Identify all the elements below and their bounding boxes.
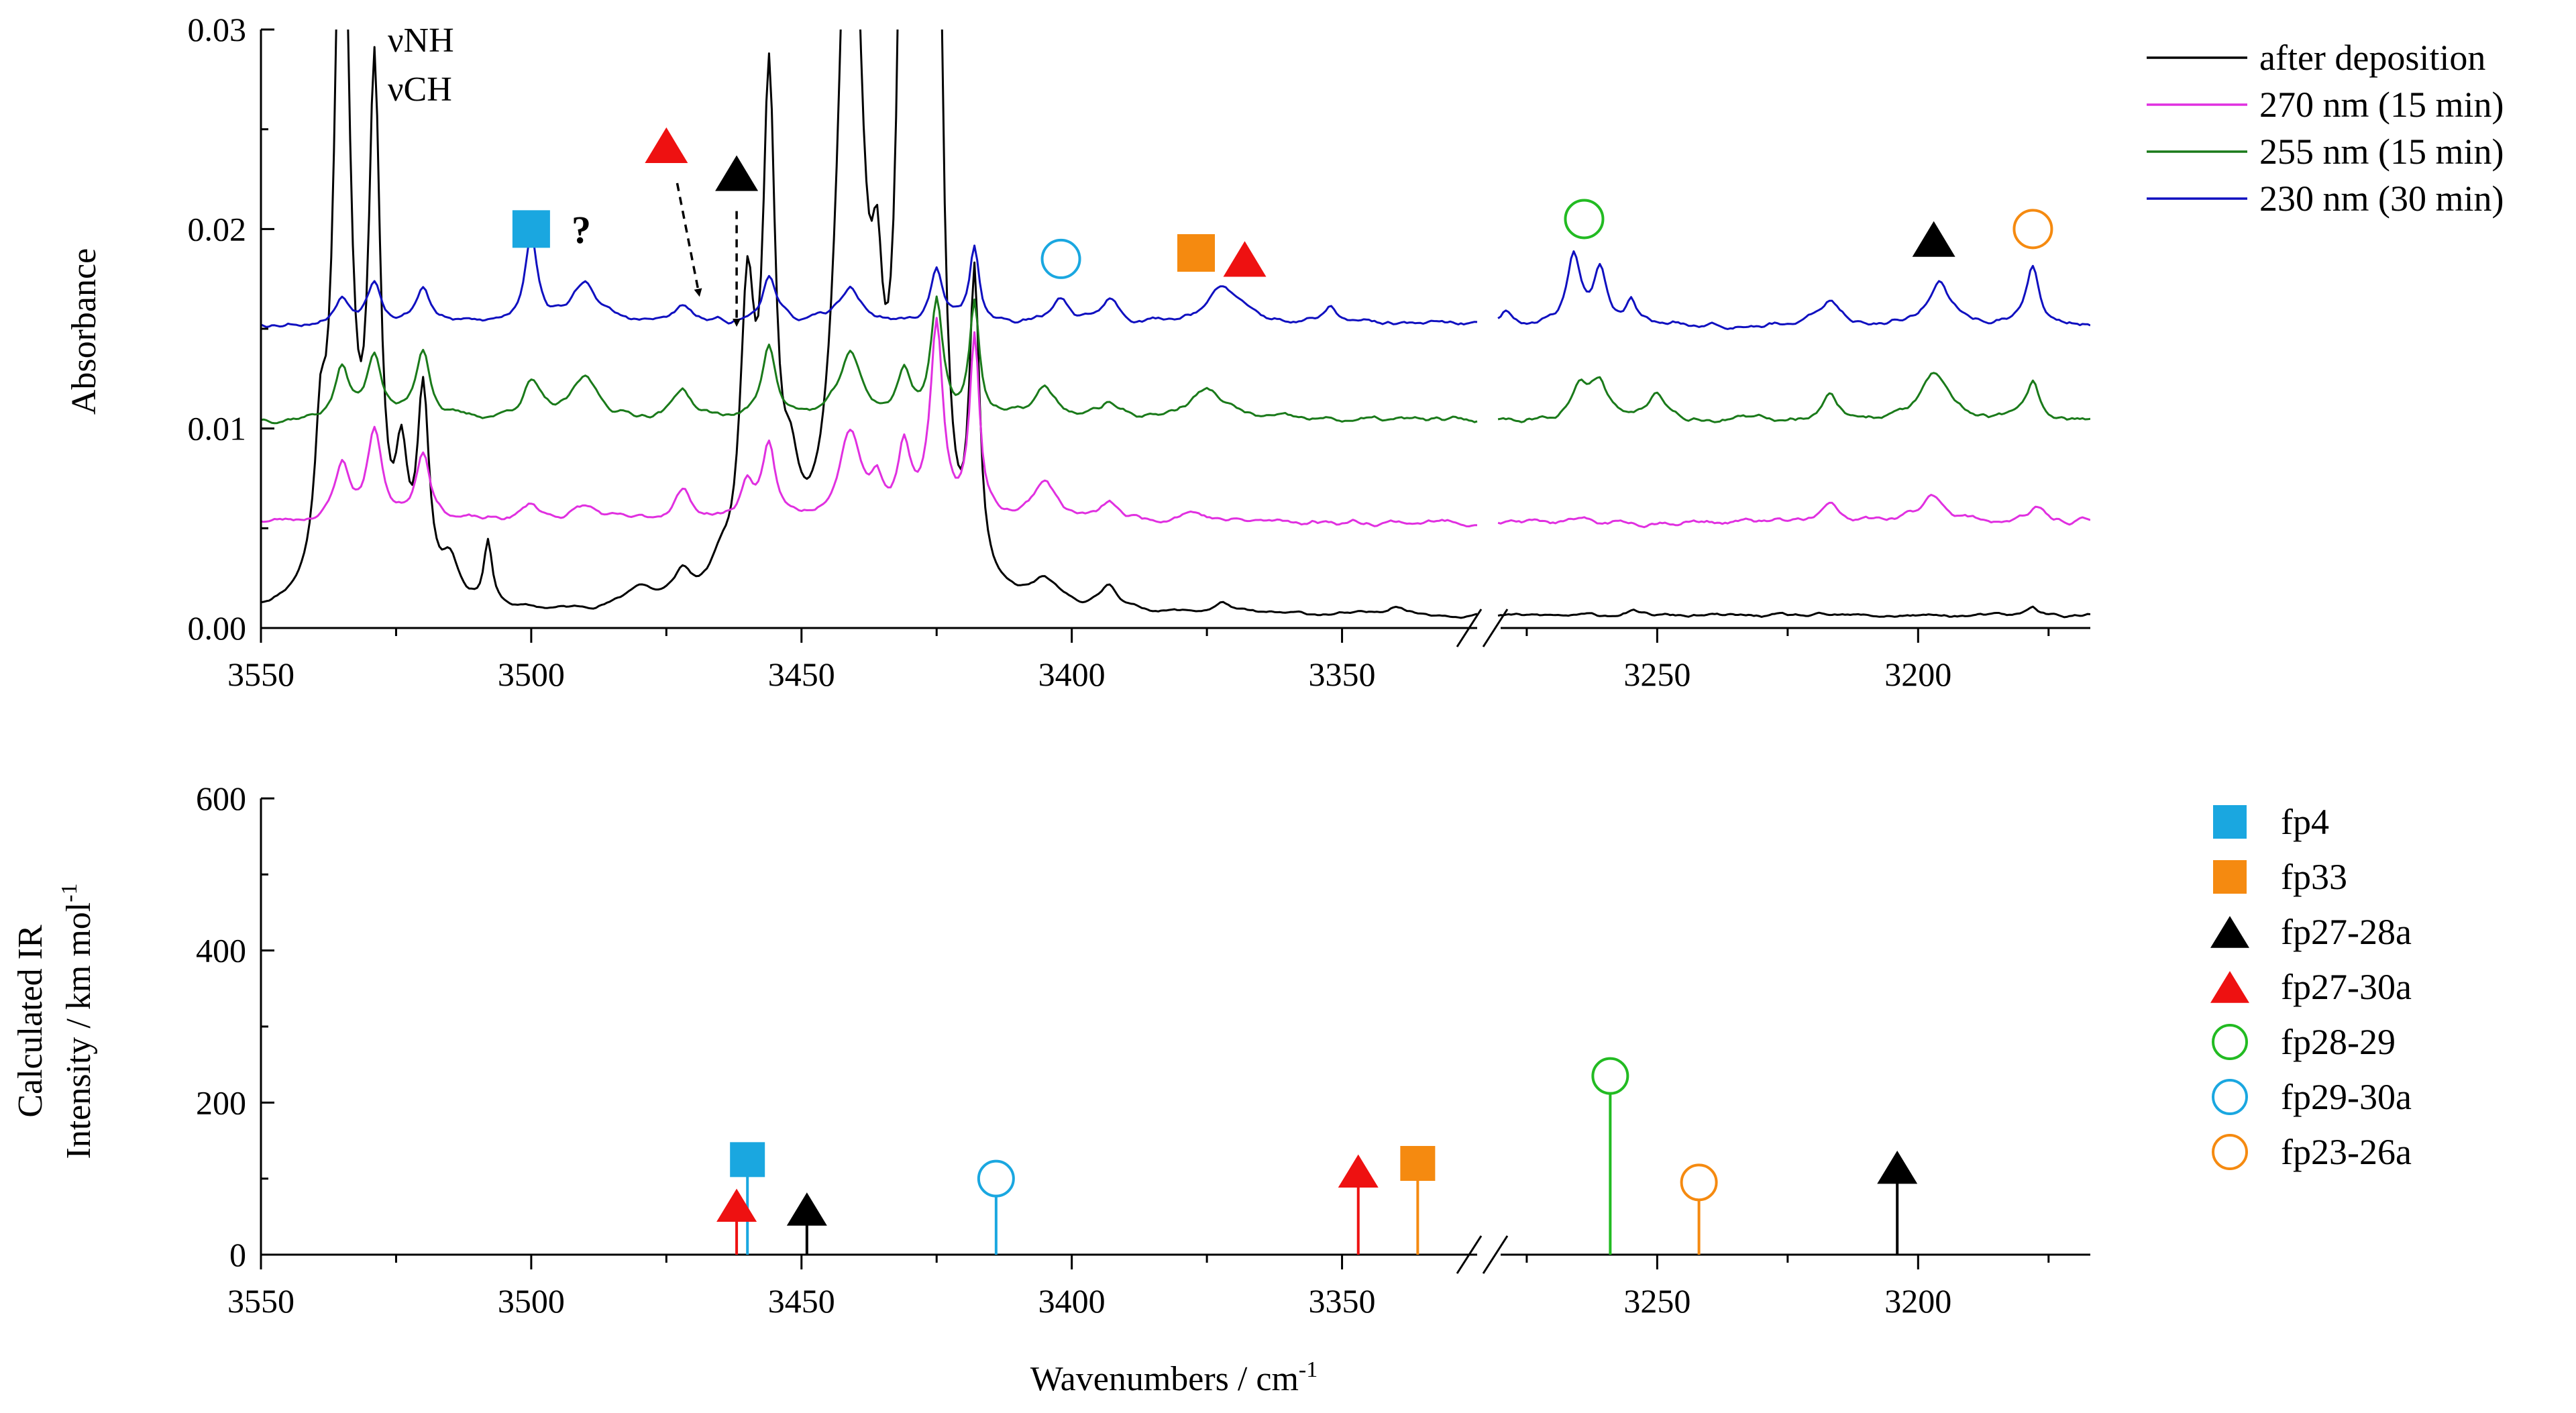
bottom-y-tick-label: 400 (196, 932, 246, 970)
top-panel: 0.00 0.01 0.02 0.03 3550 3500 3450 3400 3350 3250… (65, 11, 2504, 693)
bottom-stems (716, 1057, 1918, 1255)
legend-label-1: after deposition (2259, 38, 2485, 78)
bottom-y-axis-title-line1: Calculated IR (11, 925, 50, 1118)
top-axis-break-1 (1456, 609, 1483, 647)
stem-marker-triangle-2 (716, 1188, 757, 1222)
stem-marker-triangle-9 (1877, 1150, 1918, 1184)
bottom-axes: 0 200 400 600 3550 3500 3450 3400 3350 3250 3200 (196, 780, 2090, 1320)
legend-label-2: 270 nm (15 min) (2259, 85, 2504, 125)
legend-item-label-4: fp27-30a (2281, 967, 2412, 1007)
vnh-annotation: νNH (388, 21, 454, 60)
legend-marker-square-2 (2213, 860, 2247, 894)
bottom-x-tick-label: 3450 (768, 1282, 835, 1320)
top-markers (512, 127, 2053, 279)
x-axis-title: Wavenumbers / cm-1 (1030, 1357, 1318, 1398)
top-x-tick-label: 3250 (1623, 656, 1690, 693)
top-legend: after deposition 270 nm (15 min) 255 nm (1… (2147, 38, 2504, 219)
series-line-230-nm-30-min--seg2 (1497, 250, 2090, 330)
bottom-x-tick-label: 3350 (1309, 1282, 1376, 1320)
stem-marker-triangle-3 (786, 1192, 827, 1226)
stem-marker-circle-7 (1591, 1057, 1629, 1095)
question-annotation: ? (572, 208, 591, 252)
legend-item-label-2: fp33 (2281, 857, 2347, 897)
legend-label-4: 230 nm (30 min) (2259, 178, 2504, 219)
stem-marker-circle-4 (977, 1159, 1015, 1198)
marker-square-5 (1177, 234, 1215, 272)
x-axis-title-sup: -1 (1299, 1357, 1318, 1382)
x-axis-title-main: Wavenumbers / cm (1030, 1360, 1299, 1398)
bottom-y-tick-label: 200 (196, 1084, 246, 1121)
bottom-y-axis-title-sup: -1 (57, 883, 82, 902)
legend-marker-triangle-3 (2210, 916, 2249, 948)
top-arrows (676, 182, 741, 327)
legend-marker-triangle-4 (2210, 971, 2249, 1003)
stem-marker-triangle-5 (1338, 1154, 1379, 1188)
bottom-axis-break-1 (1456, 1235, 1483, 1274)
bottom-x-tick-label: 3200 (1884, 1282, 1951, 1320)
series-line-255-nm-15-min--seg2 (1497, 372, 2090, 423)
top-y-tick-label: 0.02 (188, 210, 247, 248)
bottom-x-tick-label: 3500 (498, 1282, 565, 1320)
legend-marker-circle-5 (2212, 1024, 2248, 1060)
top-y-tick-label: 0.00 (188, 609, 247, 647)
legend-item-label-1: fp4 (2281, 802, 2329, 842)
top-x-tick-label: 3500 (498, 656, 565, 693)
top-series-group (261, 30, 2090, 619)
series-line-after-deposition-seg2 (1497, 605, 2090, 619)
marker-triangle-3 (715, 155, 759, 191)
bottom-y-axis-title-main: Intensity / km mol (60, 902, 98, 1159)
bottom-y-tick-label: 600 (196, 780, 246, 817)
series-line-255-nm-15-min--seg1 (261, 295, 1478, 425)
series-line-after-deposition-seg1 (261, 30, 1478, 619)
top-y-tick-label: 0.01 (188, 410, 247, 448)
series-line-270-nm-15-min--seg1 (261, 317, 1478, 527)
legend-label-3: 255 nm (15 min) (2259, 132, 2504, 172)
marker-circle-9 (2012, 209, 2053, 250)
bottom-x-tick-label: 3550 (227, 1282, 294, 1320)
marker-circle-7 (1564, 199, 1605, 240)
top-x-tick-label: 3400 (1038, 656, 1106, 693)
marker-triangle-6 (1223, 241, 1267, 277)
legend-item-label-7: fp23-26a (2281, 1132, 2412, 1172)
top-y-axis-title: Absorbance (65, 248, 103, 415)
bottom-x-tick-label: 3250 (1623, 1282, 1690, 1320)
series-line-230-nm-30-min--seg1 (261, 233, 1478, 328)
stem-marker-square-6 (1400, 1146, 1436, 1181)
bottom-axis-break-2 (1482, 1235, 1509, 1274)
top-axis-break-2 (1482, 609, 1509, 647)
legend-item-label-6: fp29-30a (2281, 1077, 2412, 1117)
marker-triangle-8 (1912, 221, 1955, 257)
vch-annotation: νCH (388, 70, 452, 109)
legend-item-label-5: fp28-29 (2281, 1022, 2396, 1062)
bottom-y-axis-title-line2: Intensity / km mol-1 (57, 883, 98, 1159)
marker-circle-4 (1040, 238, 1081, 279)
dashed-arrow-1 (676, 182, 702, 297)
legend-item-label-3: fp27-28a (2281, 912, 2412, 952)
stem-marker-square-1 (730, 1142, 765, 1178)
top-x-tick-label: 3350 (1309, 656, 1376, 693)
top-x-tick-label: 3550 (227, 656, 294, 693)
top-x-tick-label: 3450 (768, 656, 835, 693)
top-y-tick-label: 0.03 (188, 11, 247, 48)
marker-square-1 (512, 210, 550, 248)
series-line-270-nm-15-min--seg2 (1497, 494, 2090, 529)
top-axes: 0.00 0.01 0.02 0.03 3550 3500 3450 3400 3350 3250… (188, 11, 2090, 693)
bottom-y-tick-label: 0 (229, 1236, 246, 1273)
bottom-legend: fp4 fp33 fp27-28a fp27-30a fp28-29 fp29-30a fp… (2210, 802, 2412, 1172)
legend-marker-circle-6 (2212, 1079, 2248, 1115)
legend-marker-circle-7 (2212, 1134, 2248, 1170)
stem-marker-circle-8 (1680, 1163, 1718, 1202)
legend-marker-square-1 (2213, 805, 2247, 839)
marker-triangle-2 (645, 127, 688, 164)
top-x-tick-label: 3200 (1884, 656, 1951, 693)
bottom-x-tick-label: 3400 (1038, 1282, 1106, 1320)
bottom-panel: 0 200 400 600 3550 3500 3450 3400 3350 3250 3200 C… (11, 780, 2412, 1398)
